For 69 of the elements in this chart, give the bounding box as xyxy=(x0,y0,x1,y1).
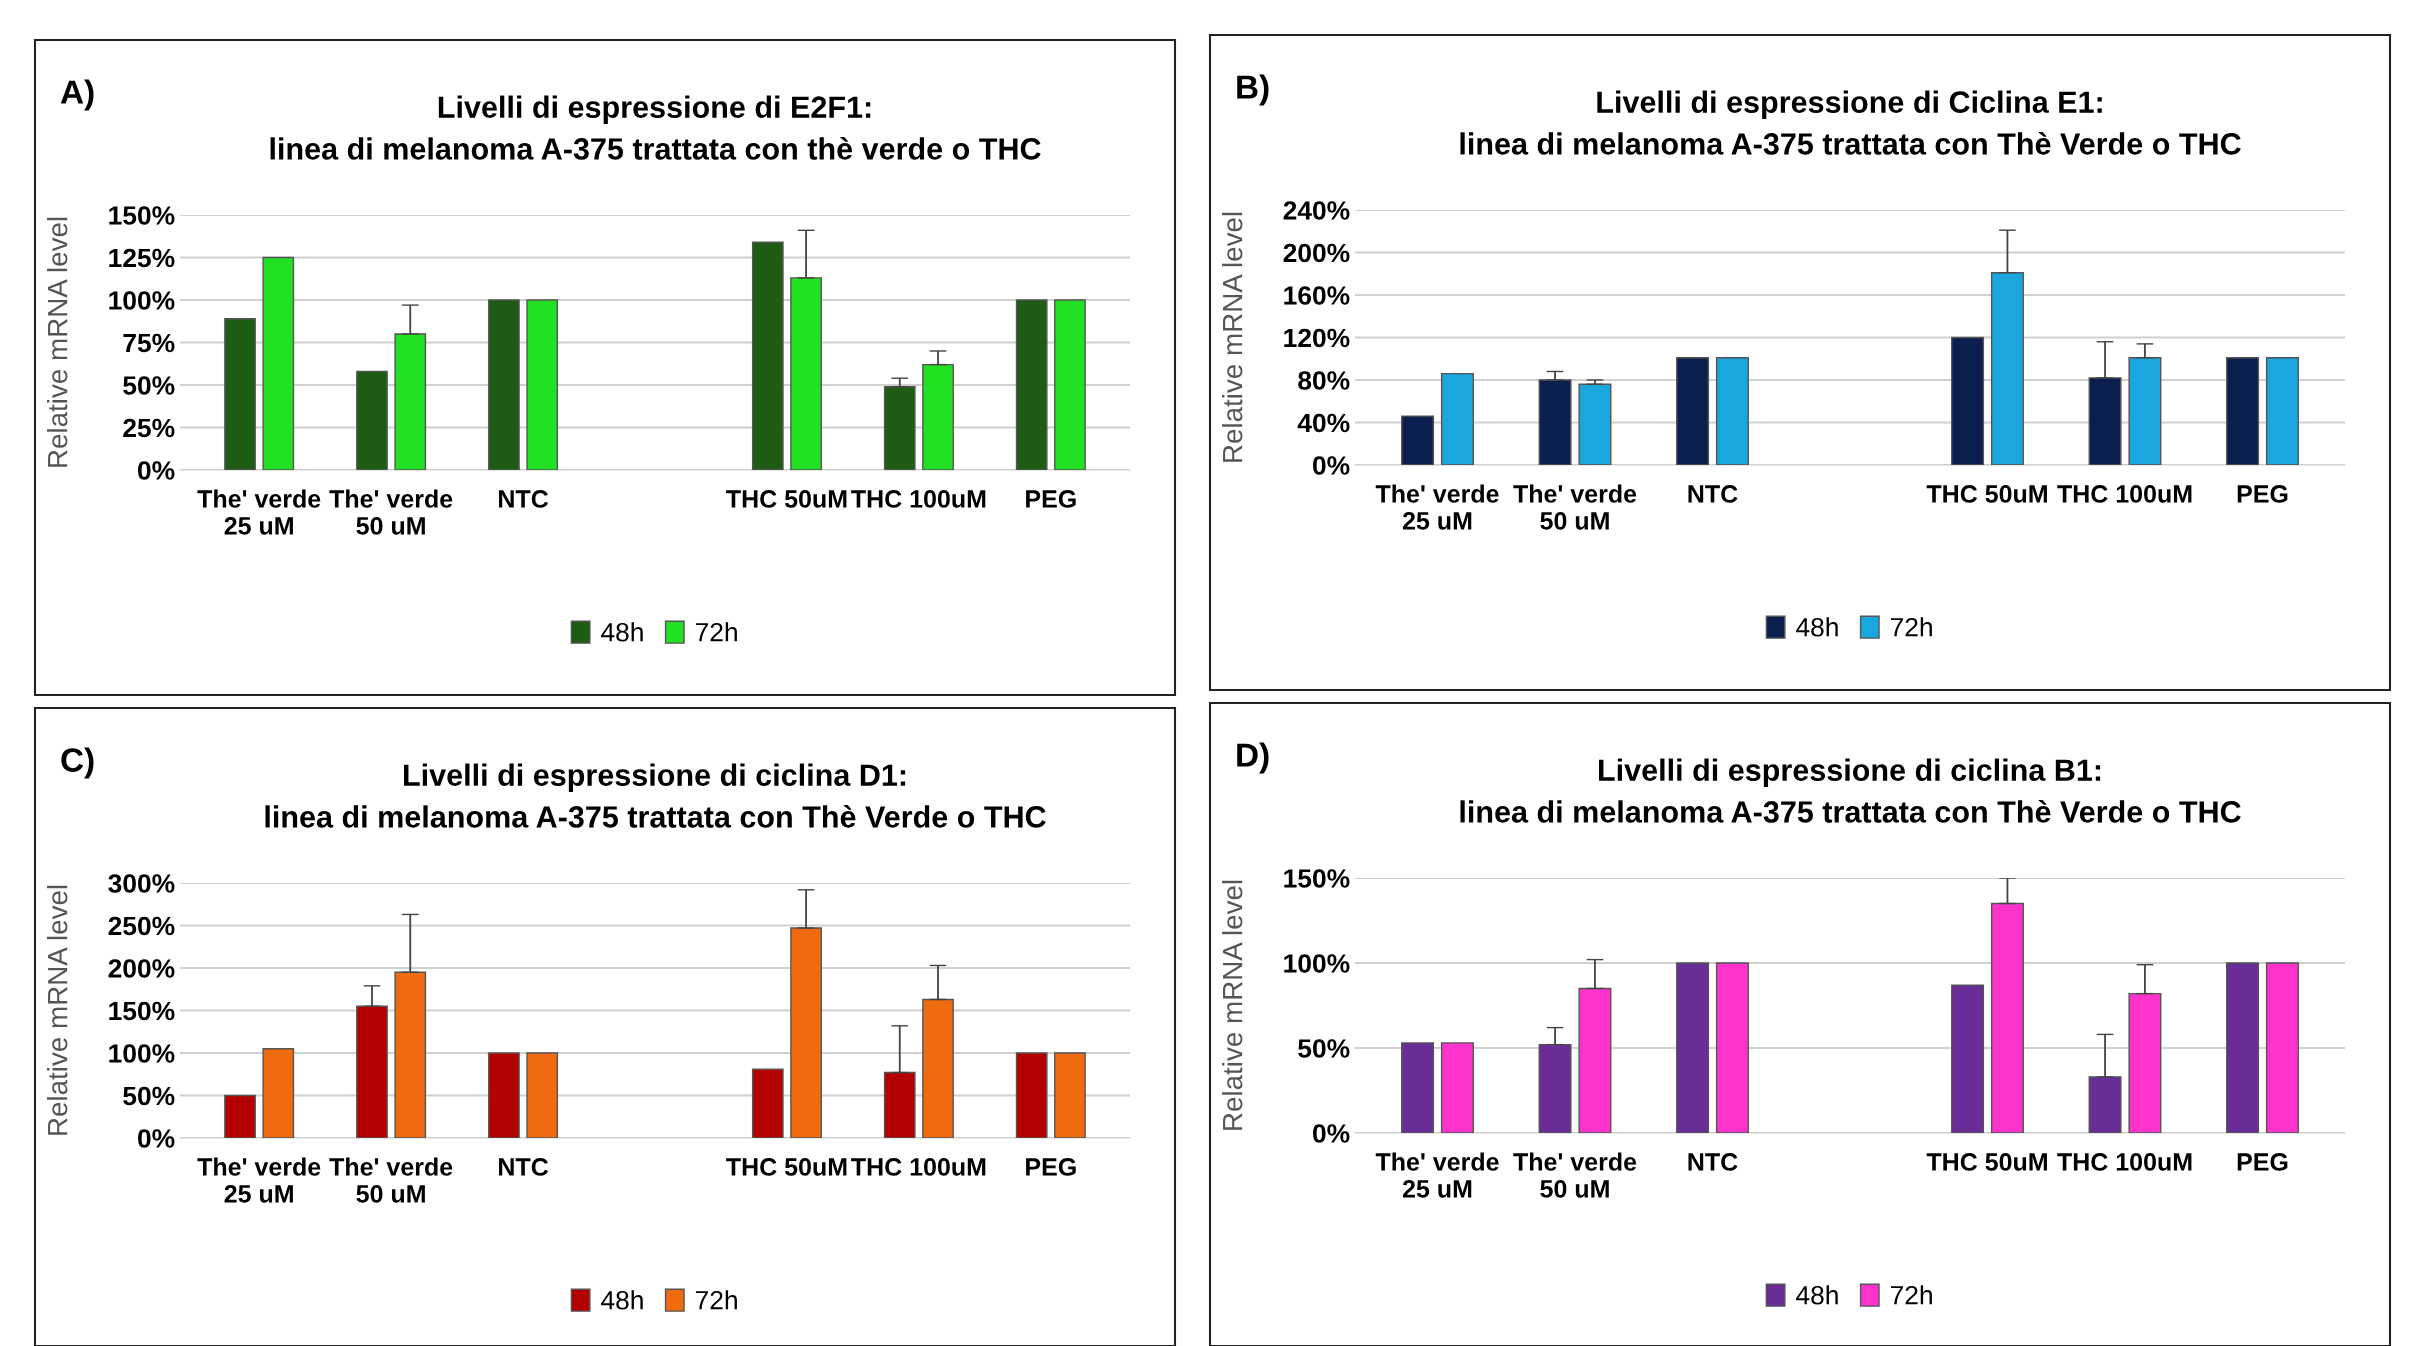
y-axis-title: Relative mRNA level xyxy=(47,217,68,467)
x-tick-label: The' verde 50 uM xyxy=(1513,484,1637,530)
y-tick-label: 25% xyxy=(123,418,175,438)
x-tick-label: NTC xyxy=(499,1158,549,1176)
y-tick-label: 0% xyxy=(1313,1124,1350,1143)
y-tick-label: 200% xyxy=(1283,243,1350,263)
text: D) xyxy=(1237,742,1269,774)
y-tick-label: 150% xyxy=(109,206,175,225)
y-tick-label: 200% xyxy=(108,959,175,978)
x-tick-label: THC 100uM xyxy=(2057,485,2192,503)
x-tick-label: The' verde 25 uM xyxy=(1375,484,1499,530)
x-tick-label: PEG xyxy=(2237,1153,2288,1171)
y-axis-title: Relative mRNA level xyxy=(47,885,68,1135)
x-tick-label: The' verde 50 uM xyxy=(329,1157,453,1203)
y-tick-label: 160% xyxy=(1284,286,1350,305)
y-tick-label: 100% xyxy=(109,291,175,310)
x-tick-label: THC 50uM xyxy=(726,1158,847,1176)
y-tick-label: 0% xyxy=(138,1129,175,1148)
y-tick-label: 50% xyxy=(123,376,175,395)
y-tick-label: 100% xyxy=(109,1044,175,1063)
legend-label: 48h xyxy=(601,622,643,642)
legend-label: 72h xyxy=(695,1290,737,1310)
x-tick-label: THC 100uM xyxy=(851,490,986,508)
y-tick-label: 50% xyxy=(123,1086,175,1106)
y-tick-label: 120% xyxy=(1284,328,1350,348)
x-tick-label: NTC xyxy=(499,490,549,508)
y-tick-label: 0% xyxy=(1313,456,1350,475)
x-tick-label: PEG xyxy=(1026,1158,1076,1176)
x-tick-label: THC 50uM xyxy=(1926,485,2047,503)
x-tick-label: The' verde 50 uM xyxy=(1513,1152,1637,1198)
chart-title: Livelli di espressione di ciclina D1: linea di melanoma A-375 trattata con Thè Verde o THC xyxy=(265,763,1046,828)
x-tick-label: NTC xyxy=(1688,485,1738,503)
y-tick-label: 50% xyxy=(1298,1039,1350,1058)
y-tick-label: 150% xyxy=(109,1001,175,1021)
y-tick-label: 250% xyxy=(108,916,175,936)
x-tick-label: The' verde 25 uM xyxy=(1375,1152,1499,1198)
y-tick-label: 100% xyxy=(1284,954,1350,973)
x-tick-label: THC 50uM xyxy=(1926,1153,2047,1171)
y-axis-title: Relative mRNA level xyxy=(1222,880,1243,1130)
x-tick-label: The' verde 25 uM xyxy=(197,489,321,535)
x-tick-label: PEG xyxy=(2237,485,2288,503)
legend-label: 72h xyxy=(1890,617,1932,637)
x-tick-label: The' verde 50 uM xyxy=(329,489,453,535)
x-tick-label: The' verde 25 uM xyxy=(197,1157,321,1203)
y-axis-title: Relative mRNA level xyxy=(1222,212,1243,462)
y-tick-label: 0% xyxy=(138,461,175,480)
chart-title: Livelli di espressione di Ciclina E1: linea di melanoma A-375 trattata con Thè Verde o THC xyxy=(1460,90,2241,155)
legend-label: 48h xyxy=(1796,617,1838,637)
y-tick-label: 80% xyxy=(1298,371,1350,390)
y-tick-label: 240% xyxy=(1283,201,1350,220)
x-tick-label: THC 50uM xyxy=(726,490,847,508)
x-tick-label: NTC xyxy=(1688,1153,1738,1171)
legend-label: 72h xyxy=(695,622,737,642)
y-tick-label: 150% xyxy=(1284,869,1350,888)
chart-title: Livelli di espressione di ciclina B1: linea di melanoma A-375 trattata con Thè Verde o THC xyxy=(1460,758,2241,823)
x-tick-label: THC 100uM xyxy=(851,1158,986,1176)
y-tick-label: 125% xyxy=(109,248,175,268)
legend-label: 48h xyxy=(1796,1285,1838,1305)
x-tick-label: THC 100uM xyxy=(2057,1153,2192,1171)
y-tick-label: 40% xyxy=(1297,413,1350,433)
text: B) xyxy=(1237,74,1269,106)
chart-title: Livelli di espressione di E2F1: linea di melanoma A-375 trattata con thè verde o THC xyxy=(270,95,1041,160)
y-tick-label: 300% xyxy=(108,874,175,893)
y-tick-label: 75% xyxy=(123,333,175,353)
text: C) xyxy=(61,747,94,779)
text: A) xyxy=(60,79,94,111)
legend-label: 48h xyxy=(601,1290,643,1310)
legend-label: 72h xyxy=(1890,1285,1932,1305)
x-tick-label: PEG xyxy=(1026,490,1076,508)
